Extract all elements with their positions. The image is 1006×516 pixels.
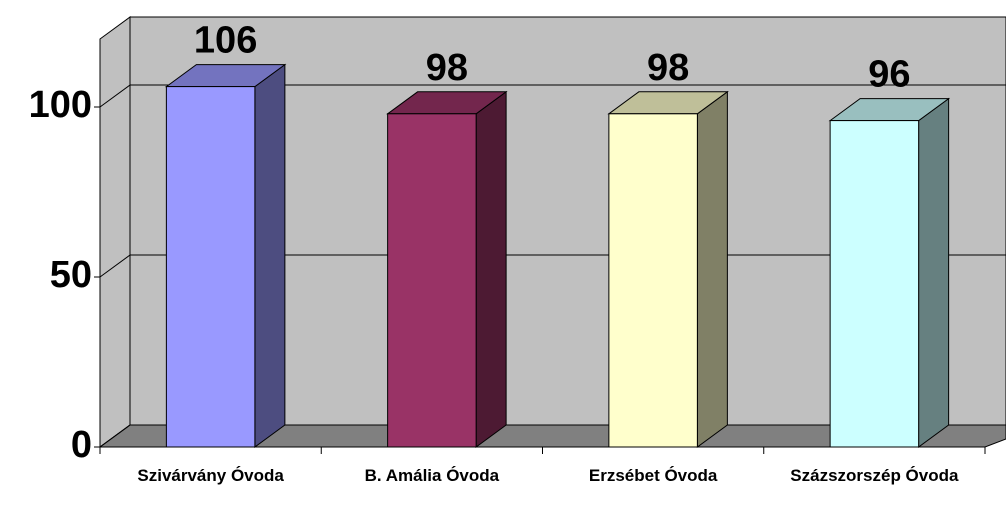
bar-side <box>696 90 728 448</box>
y-tick-label: 50 <box>50 254 92 296</box>
value-label: 98 <box>426 47 468 89</box>
x-tick-label: B. Amália Óvoda <box>365 466 500 485</box>
bar-front <box>387 113 477 448</box>
y-tick-label: 0 <box>71 424 92 466</box>
bar-front <box>165 86 256 448</box>
bar-side <box>254 63 286 448</box>
value-label: 106 <box>194 20 257 62</box>
grid-line <box>99 424 131 448</box>
value-label: 98 <box>647 47 689 89</box>
bar <box>828 97 951 448</box>
grid-line <box>99 254 131 278</box>
value-label: 96 <box>868 54 910 96</box>
bar <box>386 90 508 448</box>
bar-front <box>608 113 698 448</box>
x-tick-label: Erzsébet Óvoda <box>589 466 718 485</box>
back-wall <box>129 16 1006 426</box>
x-tick-label: Százszorszép Óvoda <box>790 466 959 485</box>
bar-side <box>918 97 950 448</box>
grid-line <box>99 84 131 108</box>
x-tick-label: Szivárvány Óvoda <box>137 466 284 485</box>
bar <box>607 90 729 448</box>
bar-front <box>829 120 920 448</box>
bar-side <box>475 90 507 448</box>
y-tick-label: 100 <box>29 84 92 126</box>
side-wall <box>99 16 131 448</box>
bar <box>164 63 287 448</box>
